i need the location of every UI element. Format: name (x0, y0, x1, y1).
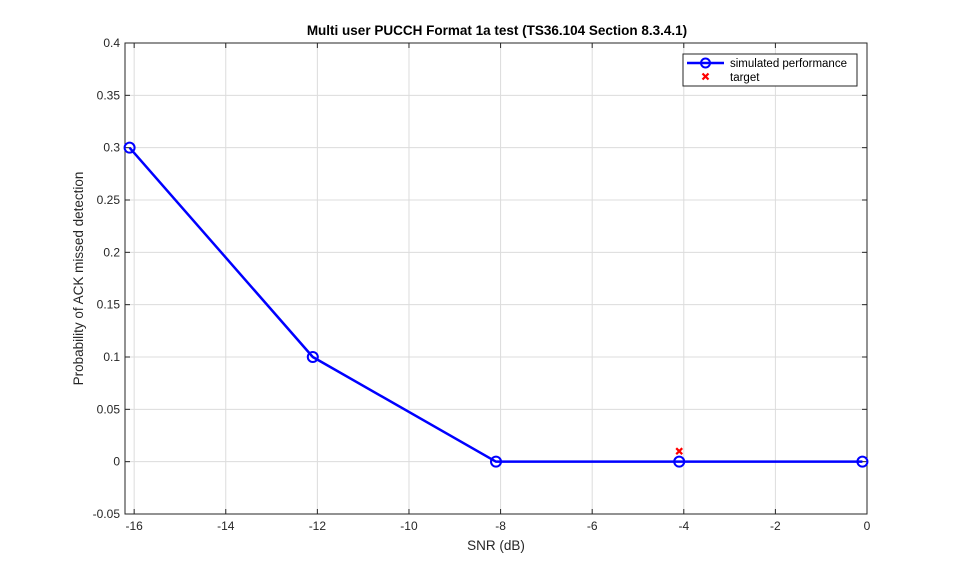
data-point-simulated (490, 455, 502, 468)
axis-ticks (125, 42, 868, 515)
data-point-simulated (306, 351, 319, 363)
legend-label-simulated: simulated performance (730, 58, 847, 70)
legend-box (682, 53, 858, 87)
y-tick-label: 0.15 (97, 298, 121, 312)
y-tick-label: 0.1 (103, 350, 120, 364)
y-tick-label: -0.05 (93, 507, 121, 521)
data-point-simulated (673, 455, 686, 468)
x-tick-label: -14 (217, 519, 235, 533)
y-tick-label: 0 (113, 455, 120, 469)
data-point-target (675, 447, 683, 455)
legend: simulated performance target (682, 53, 858, 87)
x-axis-label: SNR (dB) (467, 538, 525, 553)
x-tick-label: -10 (400, 519, 418, 533)
x-tick-label: -2 (770, 519, 781, 533)
x-tick-label: -8 (495, 519, 506, 533)
x-tick-label: 0 (864, 519, 871, 533)
chart-title: Multi user PUCCH Format 1a test (TS36.10… (307, 23, 687, 38)
y-tick-label: 0.2 (103, 245, 120, 259)
x-tick-label: -6 (587, 519, 598, 533)
legend-marker-simulated (700, 57, 711, 69)
y-tick-label: 0.05 (97, 402, 121, 416)
x-tick-label: -16 (125, 519, 143, 533)
legend-marker-target (701, 72, 710, 81)
y-tick-label: 0.4 (103, 36, 120, 50)
x-tick-label: -4 (678, 519, 689, 533)
tick-labels: -16 -14 -12 -10 -8 -6 -4 -2 0 -0.05 0 0.05 0.1 0.15 0.… (93, 36, 871, 533)
y-axis-label: Probability of ACK missed detection (71, 172, 86, 386)
y-tick-label: 0.3 (103, 141, 120, 155)
series-layer (123, 141, 869, 468)
data-point-simulated (123, 141, 136, 154)
x-tick-label: -12 (309, 519, 327, 533)
series-line-simulated-performance (128, 146, 863, 463)
y-tick-label: 0.35 (97, 88, 121, 102)
grid-lines (125, 42, 868, 515)
plot-area-frame (124, 42, 868, 515)
data-point-simulated (856, 455, 869, 468)
y-tick-label: 0.25 (97, 193, 121, 207)
legend-label-target: target (730, 72, 760, 84)
